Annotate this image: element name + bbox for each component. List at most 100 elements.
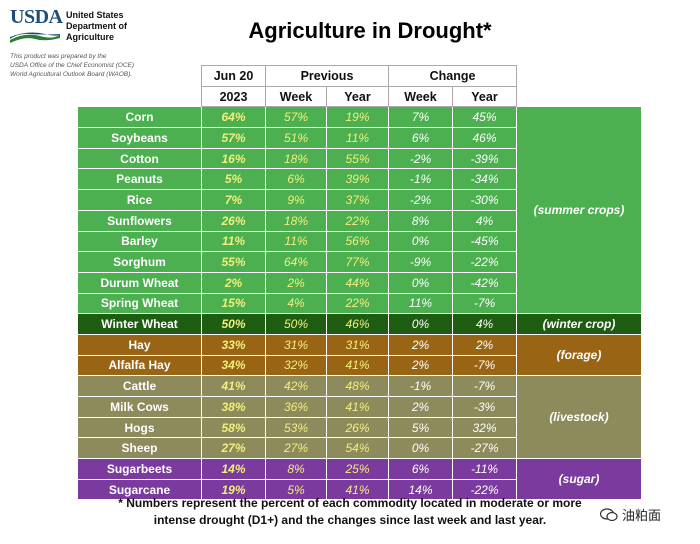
col-header-previous: Previous (265, 65, 389, 87)
value-prev-week: 32% (265, 354, 327, 377)
commodity-name: Hay (77, 333, 202, 356)
footnote: * Numbers represent the percent of each … (100, 495, 600, 529)
change-year: 32% (452, 416, 517, 439)
change-year: -30% (452, 189, 517, 211)
footnote-line: * Numbers represent the percent of each … (118, 496, 582, 510)
value-current: 58% (201, 416, 266, 439)
change-year: -45% (452, 230, 517, 253)
value-prev-year: 39% (326, 168, 389, 191)
change-week: 11% (388, 292, 453, 315)
col-header-year: 2023 (201, 85, 266, 108)
value-prev-week: 50% (265, 313, 327, 335)
value-prev-week: 5% (265, 478, 327, 501)
value-current: 41% (201, 375, 266, 397)
value-prev-week: 51% (265, 127, 327, 149)
table-row: Cotton 16% 18% 55% -2% -39% (77, 147, 642, 170)
department-line: United States (66, 10, 124, 20)
change-year: 4% (452, 209, 517, 232)
value-current: 64% (201, 106, 266, 129)
commodity-name: Sunflowers (77, 209, 202, 232)
value-current: 33% (201, 333, 266, 356)
commodity-name: Winter Wheat (77, 313, 202, 335)
change-year: -7% (452, 354, 517, 377)
change-year: 4% (452, 313, 517, 335)
commodity-name: Corn (77, 106, 202, 129)
value-current: 14% (201, 458, 266, 480)
value-prev-year: 25% (326, 458, 389, 480)
change-year: -7% (452, 292, 517, 315)
usda-logo-text: USDA (10, 6, 63, 28)
commodity-name: Alfalfa Hay (77, 354, 202, 377)
change-week: 14% (388, 478, 453, 501)
value-current: 50% (201, 313, 266, 335)
change-week: 2% (388, 396, 453, 418)
value-prev-year: 54% (326, 437, 389, 460)
disclaimer: This product was prepared by the USDA Of… (10, 52, 210, 79)
footnote-line: intense drought (D1+) and the changes si… (153, 513, 547, 527)
change-week: -2% (388, 147, 453, 170)
value-prev-week: 9% (265, 189, 327, 211)
change-week: 0% (388, 313, 453, 335)
commodity-name: Cotton (77, 147, 202, 170)
table-row: Rice 7% 9% 37% -2% -30% (77, 189, 642, 211)
value-prev-year: 46% (326, 313, 389, 335)
commodity-name: Peanuts (77, 168, 202, 191)
change-week: -1% (388, 375, 453, 397)
value-prev-year: 48% (326, 375, 389, 397)
value-prev-week: 53% (265, 416, 327, 439)
value-current: 57% (201, 127, 266, 149)
change-week: 7% (388, 106, 453, 129)
value-prev-week: 57% (265, 106, 327, 129)
usda-swoosh-icon (10, 32, 60, 43)
change-week: 5% (388, 416, 453, 439)
value-current: 11% (201, 230, 266, 253)
value-prev-week: 27% (265, 437, 327, 460)
value-current: 55% (201, 251, 266, 273)
value-prev-week: 4% (265, 292, 327, 315)
watermark: 油粕面 (600, 505, 661, 524)
table-row: Milk Cows 38% 36% 41% 2% -3% (77, 396, 642, 418)
value-prev-week: 31% (265, 333, 327, 356)
value-prev-year: 11% (326, 127, 389, 149)
col-header-date: Jun 20 (201, 65, 266, 87)
col-header-prev-year: Year (326, 85, 389, 108)
group-label: (livestock) (516, 375, 642, 460)
change-week: 6% (388, 127, 453, 149)
table-row: Spring Wheat 15% 4% 22% 11% -7% (77, 292, 642, 315)
change-year: -11% (452, 458, 517, 480)
value-current: 19% (201, 478, 266, 501)
disclaimer-line: USDA Office of the Chief Economist (OCE) (10, 62, 135, 69)
change-year: -39% (452, 147, 517, 170)
group-label: (summer crops) (516, 106, 642, 315)
header-row-sub: 2023 Week Year Week Year (78, 85, 642, 108)
commodity-name: Cattle (77, 375, 202, 397)
value-prev-year: 19% (326, 106, 389, 129)
value-prev-year: 26% (326, 416, 389, 439)
value-prev-week: 2% (265, 271, 327, 294)
value-prev-week: 18% (265, 147, 327, 170)
change-week: -2% (388, 189, 453, 211)
value-current: 7% (201, 189, 266, 211)
department-line: Agriculture (66, 32, 115, 42)
commodity-name: Milk Cows (77, 396, 202, 418)
drought-table: Jun 20 Previous Change 2023 Week Year We… (77, 65, 642, 501)
commodity-name: Sheep (77, 437, 202, 460)
value-prev-year: 56% (326, 230, 389, 253)
change-year: 45% (452, 106, 517, 129)
col-header-change: Change (388, 65, 517, 87)
table-row: Cattle 41% 42% 48% -1% -7% (livestock) (77, 375, 642, 460)
change-year: -22% (452, 251, 517, 273)
commodity-name: Sugarbeets (77, 458, 202, 480)
change-year: 2% (452, 333, 517, 356)
table-row: Sheep 27% 27% 54% 0% -27% (77, 437, 642, 460)
value-prev-year: 22% (326, 209, 389, 232)
header-blank (517, 66, 642, 87)
department-name: United States Department of Agriculture (66, 10, 186, 43)
wechat-icon (600, 507, 618, 521)
group-label: (forage) (516, 333, 642, 377)
change-week: 0% (388, 271, 453, 294)
value-current: 34% (201, 354, 266, 377)
commodity-name: Rice (77, 189, 202, 211)
value-current: 16% (201, 147, 266, 170)
change-week: 8% (388, 209, 453, 232)
